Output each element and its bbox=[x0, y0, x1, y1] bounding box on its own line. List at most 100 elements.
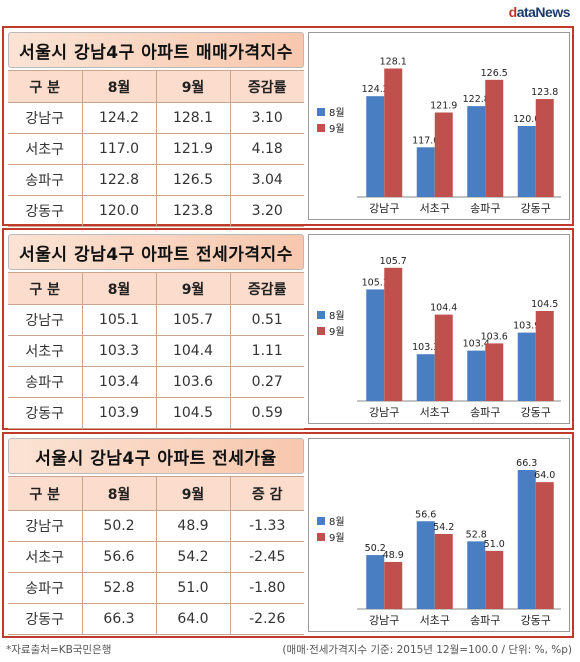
table-row: 강동구 120.0 123.8 3.20 bbox=[8, 195, 304, 227]
table-cell: 서초구 bbox=[8, 541, 82, 573]
table-cell: 128.1 bbox=[155, 102, 230, 134]
table-cell: -2.45 bbox=[229, 541, 304, 573]
bar-aug bbox=[366, 289, 385, 401]
data-label: 124.2 bbox=[362, 84, 389, 95]
data-label: 123.8 bbox=[531, 87, 558, 98]
table-cell: 0.27 bbox=[229, 366, 304, 398]
source-note: *자료출처=KB국민은행 bbox=[6, 644, 112, 656]
table-row: 강남구 50.2 48.9 -1.33 bbox=[8, 510, 304, 542]
table-cell: 117.0 bbox=[81, 133, 156, 165]
table-cell: 강남구 bbox=[8, 304, 82, 336]
table-cell: 강동구 bbox=[8, 195, 82, 227]
bar-aug bbox=[517, 469, 536, 609]
header-cell: 구 분 bbox=[8, 70, 82, 103]
table-row: 서초구 56.6 54.2 -2.45 bbox=[8, 541, 304, 573]
bar-aug bbox=[366, 96, 385, 197]
bar-sep bbox=[535, 311, 554, 401]
table-row: 강동구 103.9 104.5 0.59 bbox=[8, 397, 304, 429]
bar-sep bbox=[384, 267, 403, 401]
data-label: 103.4 bbox=[463, 339, 490, 350]
bar-sep bbox=[535, 99, 554, 197]
table-cell: 56.6 bbox=[81, 541, 156, 573]
data-label: 126.5 bbox=[481, 68, 508, 79]
table-cell: 52.8 bbox=[81, 572, 156, 604]
table-row: 송파구 122.8 126.5 3.04 bbox=[8, 164, 304, 196]
panel-title: 서울시 강남4구 아파트 매매가격지수 bbox=[8, 32, 304, 68]
data-label: 104.4 bbox=[430, 303, 457, 314]
data-label: 120.0 bbox=[513, 114, 540, 125]
bar-aug bbox=[467, 541, 486, 609]
bar-aug bbox=[517, 332, 536, 401]
data-label: 51.0 bbox=[484, 539, 505, 550]
data-label: 103.9 bbox=[513, 321, 540, 332]
legend-label: 9월 bbox=[329, 326, 345, 338]
table-cell: 3.20 bbox=[229, 195, 304, 227]
jeonse-price-index-panel: 서울시 강남4구 아파트 전세가격지수 구 분 8월 9월 증감률 강남구 105… bbox=[2, 228, 574, 430]
table-cell: 48.9 bbox=[155, 510, 230, 542]
data-label: 104.5 bbox=[531, 299, 558, 310]
legend-swatch bbox=[317, 533, 325, 541]
data-label: 48.9 bbox=[383, 550, 404, 561]
table-row: 강남구 124.2 128.1 3.10 bbox=[8, 102, 304, 134]
sale-price-index-panel: 서울시 강남4구 아파트 매매가격지수 구 분 8월 9월 증감률 강남구 124… bbox=[2, 26, 574, 227]
bar-sep bbox=[434, 314, 453, 401]
table-cell: 0.51 bbox=[229, 304, 304, 336]
data-label: 54.2 bbox=[433, 522, 454, 533]
table-row: 송파구 52.8 51.0 -1.80 bbox=[8, 572, 304, 604]
data-label: 121.9 bbox=[430, 101, 457, 112]
table-row: 강동구 66.3 64.0 -2.26 bbox=[8, 603, 304, 635]
bar-aug bbox=[416, 521, 435, 609]
data-label: 105.7 bbox=[380, 256, 407, 267]
table-cell: 송파구 bbox=[8, 572, 82, 604]
table-cell: 126.5 bbox=[155, 164, 230, 196]
data-label: 56.6 bbox=[415, 509, 436, 520]
table-cell: 0.59 bbox=[229, 397, 304, 429]
header-cell: 구 분 bbox=[8, 476, 82, 511]
data-table: 구 분 8월 9월 증감률 강남구 124.2 128.1 3.10 서초구 117.0… bbox=[8, 70, 304, 227]
legend-swatch bbox=[317, 108, 325, 116]
panel-title: 서울시 강남4구 아파트 전세가격지수 bbox=[8, 234, 304, 270]
table-cell: 105.1 bbox=[81, 304, 156, 336]
header-cell: 9월 bbox=[155, 272, 230, 305]
bar-aug bbox=[366, 555, 385, 609]
legend-label: 9월 bbox=[329, 532, 345, 544]
legend-swatch bbox=[317, 327, 325, 335]
bar-aug bbox=[416, 147, 435, 197]
table-cell: 64.0 bbox=[155, 603, 230, 635]
bar-aug bbox=[467, 350, 486, 401]
bar-chart: 50.248.9 강남구 56.6 54.2 서초구 52.851.0 송파구 66.364.… bbox=[317, 458, 561, 627]
panel-title: 서울시 강남4구 아파트 전세가율 bbox=[8, 438, 304, 474]
table-cell: 50.2 bbox=[81, 510, 156, 542]
table-cell: 송파구 bbox=[8, 164, 82, 196]
table-row: 강남구 105.1 105.7 0.51 bbox=[8, 304, 304, 336]
data-table: 구 분 8월 9월 증감률 강남구 105.1 105.7 0.51 서초구 103.3… bbox=[8, 272, 304, 429]
header-cell: 증감률 bbox=[229, 70, 304, 103]
legend-label: 8월 bbox=[329, 516, 345, 528]
bar-sep bbox=[434, 112, 453, 197]
table-cell: -1.80 bbox=[229, 572, 304, 604]
category-label: 서초구 bbox=[420, 614, 450, 627]
data-label: 66.3 bbox=[516, 458, 537, 469]
table-cell: 4.18 bbox=[229, 133, 304, 165]
table-row: 송파구 103.4 103.6 0.27 bbox=[8, 366, 304, 398]
table-cell: 54.2 bbox=[155, 541, 230, 573]
legend-label: 8월 bbox=[329, 107, 345, 119]
legend-swatch bbox=[317, 124, 325, 132]
table-cell: 104.5 bbox=[155, 397, 230, 429]
bar-aug bbox=[467, 106, 486, 197]
category-label: 강남구 bbox=[369, 202, 399, 215]
header-cell: 증감률 bbox=[229, 272, 304, 305]
table-cell: 122.8 bbox=[81, 164, 156, 196]
unit-note: (매매·전세가격지수 기준: 2015년 12월=100.0 / 단위: %, … bbox=[282, 644, 572, 656]
bar-sep bbox=[485, 79, 504, 197]
data-label: 52.8 bbox=[466, 529, 487, 540]
table-cell: 120.0 bbox=[81, 195, 156, 227]
table-cell: -2.26 bbox=[229, 603, 304, 635]
chart-box: 124.2 128.1 강남구 117.0 121.9 서초구 122.8 126.5 송파구 1… bbox=[308, 32, 570, 220]
table-cell: 1.11 bbox=[229, 335, 304, 367]
table-cell: 103.6 bbox=[155, 366, 230, 398]
table-cell: 51.0 bbox=[155, 572, 230, 604]
bar-chart: 124.2 128.1 강남구 117.0 121.9 서초구 122.8 126.5 송파구 1… bbox=[317, 56, 561, 215]
table-cell: -1.33 bbox=[229, 510, 304, 542]
